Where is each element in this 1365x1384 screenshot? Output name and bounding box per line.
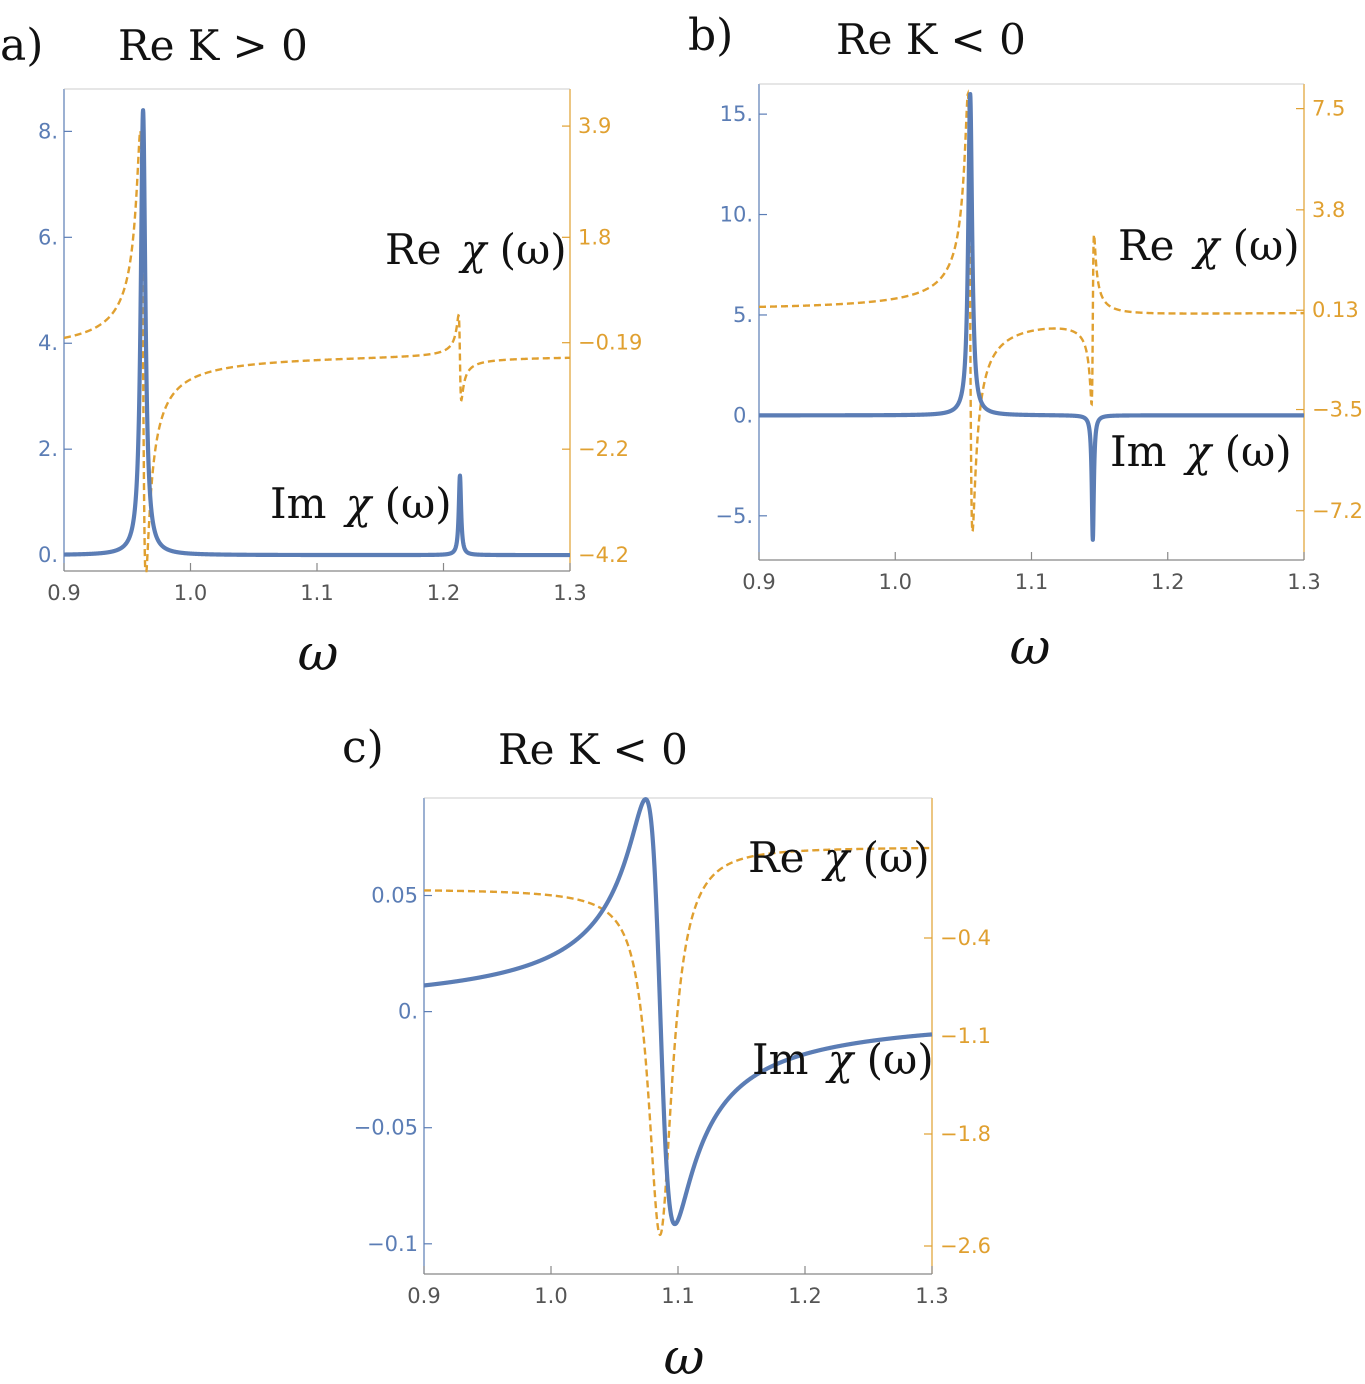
panel-b-im-sym: χ <box>1183 427 1214 476</box>
panel-c-label: c) <box>342 722 384 773</box>
panel-a-label: a) <box>0 20 43 71</box>
panel-b-title: Re K < 0 <box>836 15 1026 64</box>
y-right-tick-label: −1.1 <box>940 1024 991 1048</box>
x-tick-label: 1.0 <box>534 1284 567 1308</box>
plot-a: 0.9 1.0 1.1 1.2 1.3 0. 2. 4. 6. 8. −4.2 −2.2 −0.19 1.… <box>38 88 642 605</box>
panel-b-title-text: Re K < 0 <box>836 15 1026 64</box>
y-left-tick-label: −5. <box>715 504 753 528</box>
panel-a-re-pre: Re <box>385 225 441 274</box>
x-tick-label: 0.9 <box>407 1284 440 1308</box>
x-tick-label: 1.3 <box>1287 570 1320 594</box>
x-tick-label: 1.3 <box>553 581 586 605</box>
panel-c-xlabel: ω <box>664 1328 705 1384</box>
plot-b: 0.9 1.0 1.1 1.2 1.3 −5. 0. 5. 10. 15. −7.2 −3.5 0.13… <box>715 83 1363 594</box>
y-right-tick-label: −2.6 <box>940 1234 991 1258</box>
y-right-tick-label: 1.8 <box>578 225 611 249</box>
panel-a-im-post: (ω) <box>385 479 452 528</box>
x-tick-label: 1.0 <box>879 570 912 594</box>
panel-b-re-label: Re χ (ω) <box>1118 221 1300 270</box>
panel-c-im-label: Im χ (ω) <box>752 1035 934 1084</box>
y-left-tick-label: 6. <box>38 225 58 249</box>
panel-c-im-post: (ω) <box>867 1035 934 1084</box>
y-right-tick-label: −2.2 <box>578 437 629 461</box>
panel-a-re-post: (ω) <box>500 225 567 274</box>
y-left-tick-label: 8. <box>38 119 58 143</box>
panel-b-label: b) <box>688 10 733 61</box>
y-right-tick-label: −3.5 <box>1312 398 1363 422</box>
panel-c-re-post: (ω) <box>863 833 930 882</box>
series-re-chi <box>63 127 570 573</box>
x-tick-label: 0.9 <box>742 570 775 594</box>
panel-c-title-text: Re K < 0 <box>498 725 688 774</box>
panel-b-im-pre: Im <box>1110 427 1166 476</box>
x-tick-label: 1.2 <box>427 581 460 605</box>
panel-b: b) Re K < 0 0.9 1.0 1.1 1.2 1.3 −5. 0. 5. 10. 15.… <box>688 10 1363 676</box>
x-tick-label: 1.0 <box>174 581 207 605</box>
panel-a-title-text: Re K > 0 <box>118 21 308 70</box>
y-left-tick-label: 10. <box>720 203 753 227</box>
panel-b-im-label: Im χ (ω) <box>1110 427 1292 476</box>
series-re-chi <box>759 89 1304 537</box>
panel-c-title: Re K < 0 <box>498 725 688 774</box>
y-right-tick-label: −4.2 <box>578 543 629 567</box>
y-left-tick-label: 0.05 <box>371 884 418 908</box>
series-im-chi <box>757 91 1306 542</box>
x-tick-label: 1.2 <box>1151 570 1184 594</box>
panel-a-im-label: Im χ (ω) <box>270 479 452 528</box>
y-right-tick-label: −0.4 <box>940 926 991 950</box>
panel-a-re-label: Re χ (ω) <box>385 225 567 274</box>
panel-b-im-post: (ω) <box>1225 427 1292 476</box>
panel-a-re-sym: χ <box>458 225 489 274</box>
panel-a: a) Re K > 0 0.9 1.0 1.1 1.2 1.3 0. 2. 4. 6. 8. −4.… <box>0 20 642 682</box>
panel-b-xlabel: ω <box>1010 618 1051 676</box>
x-tick-label: 1.1 <box>300 581 333 605</box>
y-right-tick-label: −0.19 <box>578 331 642 355</box>
y-left-tick-label: 0. <box>398 1000 418 1024</box>
y-left-tick-label: 0. <box>38 543 58 567</box>
panel-c-re-label: Re χ (ω) <box>748 833 930 882</box>
y-right-tick-label: −1.8 <box>940 1122 991 1146</box>
panel-c-re-pre: Re <box>748 833 804 882</box>
x-tick-label: 1.1 <box>1015 570 1048 594</box>
plot-c: 0.9 1.0 1.1 1.2 1.3 −0.1 −0.05 0. 0.05 −2.6 −1.8 −1… <box>354 797 991 1308</box>
x-tick-label: 0.9 <box>47 581 80 605</box>
series-re-chi <box>424 846 932 1237</box>
y-left-tick-label: 0. <box>733 403 753 427</box>
panel-a-title: Re K > 0 <box>118 21 308 70</box>
x-tick-label: 1.2 <box>788 1284 821 1308</box>
series-im-chi <box>62 108 572 558</box>
y-right-tick-label: 7.5 <box>1312 97 1345 121</box>
y-right-tick-label: 3.9 <box>578 114 611 138</box>
y-left-tick-label: 4. <box>38 331 58 355</box>
y-left-tick-label: 15. <box>720 102 753 126</box>
y-right-tick-label: −7.2 <box>1312 499 1363 523</box>
y-left-tick-label: −0.1 <box>367 1232 418 1256</box>
y-left-tick-label: −0.05 <box>354 1116 418 1140</box>
panel-a-xlabel: ω <box>298 624 339 682</box>
x-tick-label: 1.1 <box>661 1284 694 1308</box>
panel-c-re-sym: χ <box>821 833 852 882</box>
panel-c-im-pre: Im <box>752 1035 808 1084</box>
panel-a-im-sym: χ <box>343 479 374 528</box>
y-left-tick-label: 2. <box>38 437 58 461</box>
panel-b-re-sym: χ <box>1191 221 1222 270</box>
y-right-tick-label: 3.8 <box>1312 198 1345 222</box>
x-tick-label: 1.3 <box>915 1284 948 1308</box>
series-im-chi <box>422 797 934 1227</box>
panel-b-re-post: (ω) <box>1233 221 1300 270</box>
panel-c: c) Re K < 0 0.9 1.0 1.1 1.2 1.3−0.1−0.050.0.… <box>342 722 991 1384</box>
y-left-tick-label: 5. <box>733 303 753 327</box>
panel-a-im-pre: Im <box>270 479 326 528</box>
panel-c-im-sym: χ <box>825 1035 856 1084</box>
panel-b-re-pre: Re <box>1118 221 1174 270</box>
y-right-tick-label: 0.13 <box>1312 298 1359 322</box>
